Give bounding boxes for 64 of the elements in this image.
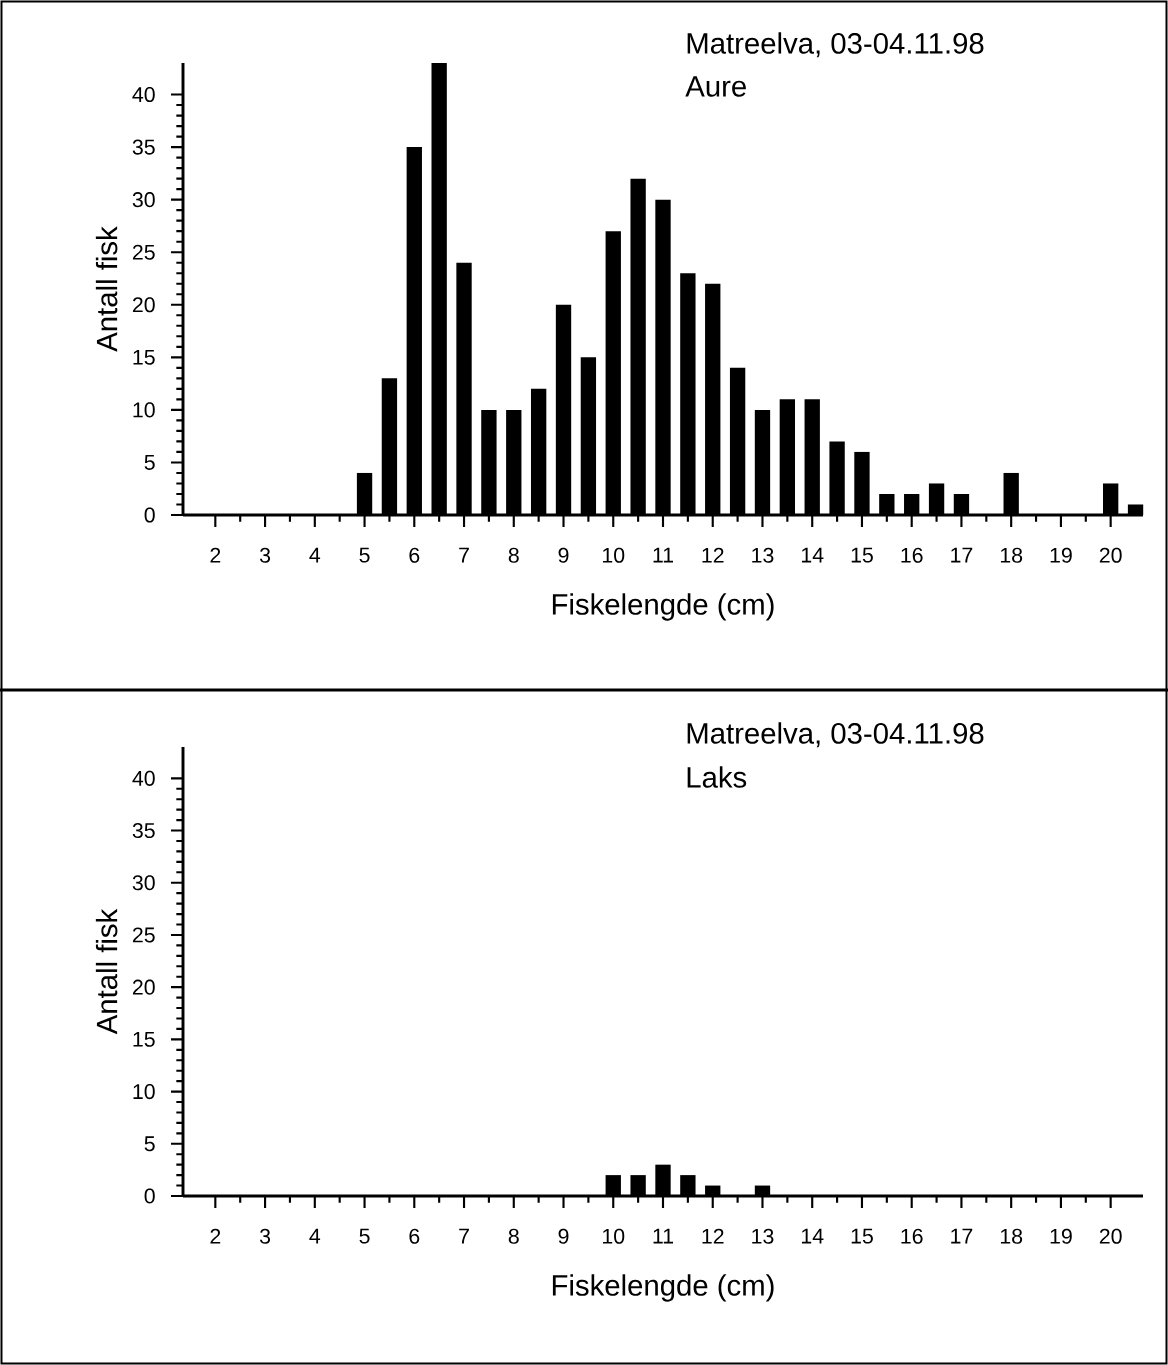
x-tick-label: 10: [603, 1228, 625, 1244]
x-tick-label: 3: [259, 1228, 271, 1244]
x-tick-label: 5: [359, 1228, 370, 1244]
x-tick-label: 6: [409, 1228, 420, 1244]
x-tick-label: 18: [1000, 1228, 1023, 1244]
y-tick-label: 40: [132, 86, 155, 103]
x-tick-label: 8: [508, 1228, 519, 1244]
x-tick-label: 10: [603, 547, 625, 563]
y-tick-label: 40: [132, 770, 155, 786]
x-tick-label: 2: [210, 1228, 221, 1244]
y-tick-label: 30: [132, 875, 155, 891]
y-tick-label: 30: [132, 192, 155, 208]
x-tick-label: 7: [459, 547, 469, 563]
y-tick-label: 10: [133, 402, 155, 418]
x-tick-label: 19: [1050, 547, 1072, 563]
y-tick-label: 25: [132, 927, 155, 943]
x-tick-label: 7: [459, 1228, 469, 1244]
x-tick-label: 8: [508, 547, 519, 563]
x-tick-label: 13: [752, 547, 774, 563]
x-tick-label: 20: [1099, 547, 1122, 563]
x-tick-label: 9: [558, 1228, 569, 1244]
x-tick-label: 12: [702, 547, 724, 563]
x-tick-label: 11: [653, 547, 674, 563]
x-tick-label: 18: [1000, 547, 1023, 563]
y-tick-label: 5: [144, 1136, 155, 1152]
x-tick-label: 3: [259, 547, 271, 563]
x-tick-label: 20: [1099, 1228, 1122, 1244]
x-tick-label: 15: [851, 1228, 873, 1244]
y-tick-label: 35: [132, 139, 155, 155]
y-tick-label: 20: [132, 297, 155, 313]
x-tick-label: 14: [801, 547, 824, 563]
y-tick-label: 0: [144, 1188, 155, 1204]
y-tick-label: 10: [133, 1084, 155, 1100]
x-tick-label: 16: [901, 547, 923, 563]
chart-title: Matreelva, 03-04.11.98: [687, 722, 984, 748]
x-axis-title: Fiskelengde (cm): [552, 593, 774, 621]
y-axis-title: Antall fisk: [95, 226, 118, 352]
x-tick-label: 19: [1050, 1228, 1072, 1244]
x-tick-label: 17: [951, 1228, 973, 1244]
y-tick-label: 15: [133, 1031, 155, 1047]
chart-title: Matreelva, 03-04.11.98: [687, 32, 984, 58]
x-tick-label: 17: [951, 547, 973, 563]
x-tick-label: 13: [752, 1228, 774, 1244]
y-tick-label: 35: [132, 822, 155, 839]
y-tick-label: 5: [144, 454, 155, 470]
chart-subtitle: Aure: [685, 76, 746, 97]
x-tick-label: 15: [851, 547, 873, 563]
x-tick-label: 2: [210, 547, 221, 563]
y-tick-label: 0: [144, 507, 155, 523]
y-tick-label: 20: [132, 979, 155, 995]
x-tick-label: 5: [359, 547, 370, 563]
y-axis-title: Antall fisk: [95, 908, 118, 1035]
y-tick-label: 15: [133, 349, 155, 365]
x-tick-label: 12: [702, 1228, 724, 1244]
text: Laks: [687, 766, 747, 788]
x-tick-label: 14: [801, 1228, 824, 1244]
x-tick-label: 9: [558, 547, 569, 563]
x-tick-label: 4: [309, 547, 321, 563]
x-tick-label: 16: [901, 1228, 923, 1244]
y-tick-label: 25: [132, 244, 155, 260]
x-tick-label: 4: [309, 1228, 321, 1244]
x-tick-label: 11: [653, 1228, 674, 1244]
x-tick-label: 6: [409, 547, 420, 563]
x-axis-title: Fiskelengde (cm): [552, 1274, 774, 1302]
